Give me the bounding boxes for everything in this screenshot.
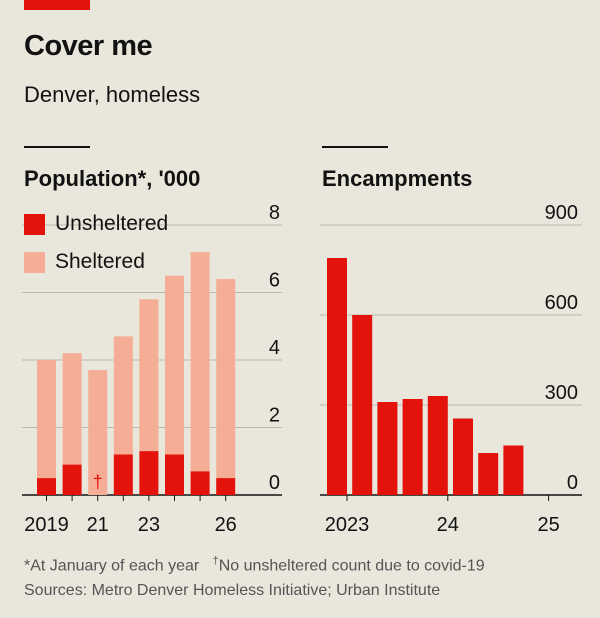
footnote-covid: No unsheltered count due to covid-19	[218, 557, 485, 575]
x-tick-label-enc: 25	[537, 514, 559, 536]
bar-encampments-2023-Q4	[402, 399, 423, 495]
footnote-asterisk: *At January of each year	[24, 557, 200, 575]
bar-unsheltered-2020	[62, 464, 82, 495]
bar-unsheltered-2024	[165, 454, 184, 495]
legend-swatch-sheltered	[24, 251, 45, 273]
y-tick-label-pop: 2	[269, 405, 280, 427]
y-tick-label-pop: 8	[269, 202, 280, 224]
y-tick-label-pop: 4	[269, 337, 280, 359]
bar-encampments-2023-Q3	[377, 402, 398, 495]
panel-title-encampments: Encampments	[322, 166, 473, 191]
chart-subtitle: Denver, homeless	[24, 82, 201, 107]
x-tick-label-pop: 23	[138, 514, 160, 536]
bar-encampments-2024-Q4	[503, 445, 524, 495]
bar-sheltered-2021	[88, 370, 108, 495]
bar-unsheltered-2026	[216, 478, 236, 495]
bar-encampments-2024-Q1	[427, 396, 448, 495]
bar-sheltered-2025	[190, 252, 210, 472]
legend-label-sheltered: Sheltered	[55, 250, 145, 273]
bar-sheltered-2024	[165, 275, 184, 455]
y-tick-label-enc: 900	[545, 202, 578, 224]
bar-encampments-2023-Q2	[352, 315, 373, 495]
panel-title-population: Population*, '000	[24, 166, 201, 191]
bar-unsheltered-2023	[139, 451, 159, 495]
legend-item-unsheltered: Unsheltered	[24, 212, 168, 236]
bar-encampments-2023-Q1	[327, 258, 347, 495]
legend-item-sheltered: Sheltered	[24, 250, 145, 274]
bar-sheltered-2020	[62, 353, 82, 465]
bar-unsheltered-2019	[37, 478, 56, 495]
bar-sheltered-2022	[113, 336, 133, 455]
y-tick-label-pop: 0	[269, 472, 280, 494]
y-tick-label-enc: 0	[567, 472, 578, 494]
annotation-dagger: †	[93, 472, 103, 492]
bar-unsheltered-2022	[113, 454, 133, 495]
bar-sheltered-2023	[139, 299, 159, 452]
x-tick-label-pop: 21	[87, 514, 109, 536]
x-tick-label-pop: 26	[215, 514, 237, 536]
bar-encampments-2024-Q2	[453, 418, 473, 495]
bar-encampments-2024-Q3	[478, 453, 499, 495]
y-tick-label-enc: 300	[545, 382, 578, 404]
x-tick-label-enc: 24	[437, 514, 459, 536]
bar-unsheltered-2025	[190, 471, 210, 495]
legend-label-unsheltered: Unsheltered	[55, 212, 169, 235]
chart-title: Cover me	[24, 30, 153, 62]
panel-rule-population	[24, 146, 90, 148]
panel-rule-encampments	[322, 146, 388, 148]
legend-swatch-unsheltered	[24, 213, 45, 235]
x-tick-label-enc: 2023	[325, 514, 370, 536]
bar-sheltered-2026	[216, 279, 236, 479]
sources-line: Sources: Metro Denver Homeless Initiativ…	[24, 582, 441, 599]
footnote-dagger: †	[212, 555, 219, 567]
y-tick-label-pop: 6	[269, 270, 280, 292]
y-tick-label-enc: 600	[545, 292, 578, 314]
brand-accent-rule	[24, 0, 90, 10]
footnote-line: *At January of each year †No unsheltered…	[24, 555, 485, 575]
x-tick-label-pop: 2019	[24, 514, 69, 536]
bar-sheltered-2019	[37, 360, 56, 479]
